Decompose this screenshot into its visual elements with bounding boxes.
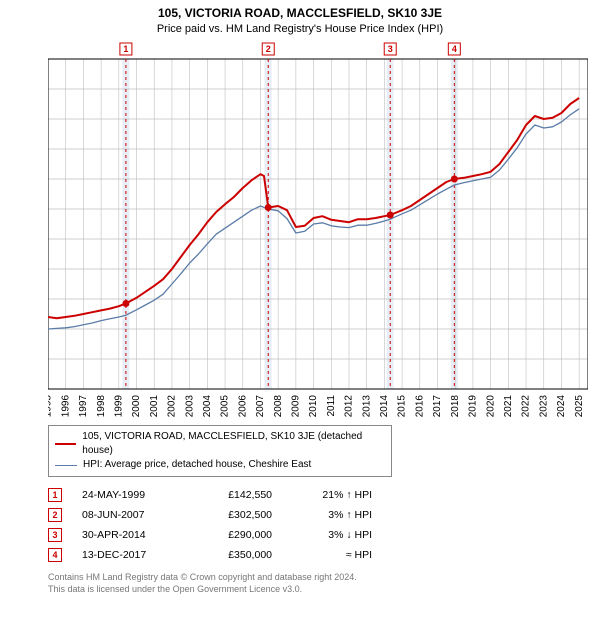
svg-text:1: 1 bbox=[123, 44, 128, 54]
sale-date: 30-APR-2014 bbox=[82, 525, 172, 545]
svg-text:2018: 2018 bbox=[450, 395, 461, 418]
svg-text:2012: 2012 bbox=[344, 395, 355, 418]
footnote: Contains HM Land Registry data © Crown c… bbox=[48, 571, 600, 595]
svg-text:2016: 2016 bbox=[414, 395, 425, 418]
svg-text:2023: 2023 bbox=[538, 395, 549, 418]
legend-label: 105, VICTORIA ROAD, MACCLESFIELD, SK10 3… bbox=[82, 430, 385, 458]
legend-swatch bbox=[55, 443, 76, 445]
footnote-line-2: This data is licensed under the Open Gov… bbox=[48, 583, 600, 595]
sale-date: 24-MAY-1999 bbox=[82, 485, 172, 505]
svg-text:4: 4 bbox=[452, 44, 457, 54]
legend-label: HPI: Average price, detached house, Ches… bbox=[83, 458, 311, 472]
sale-row: 2 08-JUN-2007 £302,500 3% ↑ HPI bbox=[48, 505, 600, 525]
sale-delta: ≈ HPI bbox=[292, 545, 372, 565]
sale-marker: 4 bbox=[48, 548, 62, 562]
svg-text:2002: 2002 bbox=[167, 395, 178, 418]
svg-text:2022: 2022 bbox=[521, 395, 532, 418]
svg-text:2011: 2011 bbox=[326, 395, 337, 417]
svg-text:2000: 2000 bbox=[131, 395, 142, 418]
svg-text:2021: 2021 bbox=[503, 395, 514, 418]
svg-text:2004: 2004 bbox=[202, 395, 213, 418]
svg-text:2006: 2006 bbox=[237, 395, 248, 418]
svg-text:2003: 2003 bbox=[184, 395, 195, 418]
svg-text:2001: 2001 bbox=[149, 395, 160, 418]
sale-row: 4 13-DEC-2017 £350,000 ≈ HPI bbox=[48, 545, 600, 565]
sale-row: 1 24-MAY-1999 £142,550 21% ↑ HPI bbox=[48, 485, 600, 505]
svg-text:2014: 2014 bbox=[379, 395, 390, 418]
sale-price: £350,000 bbox=[192, 545, 272, 565]
svg-text:2007: 2007 bbox=[255, 395, 266, 418]
svg-text:2: 2 bbox=[266, 44, 271, 54]
svg-text:1998: 1998 bbox=[96, 395, 107, 418]
svg-text:2024: 2024 bbox=[556, 395, 567, 418]
legend-row: HPI: Average price, detached house, Ches… bbox=[55, 458, 385, 472]
svg-text:2013: 2013 bbox=[361, 395, 372, 418]
sale-delta: 3% ↑ HPI bbox=[292, 505, 372, 525]
svg-text:2009: 2009 bbox=[291, 395, 302, 418]
svg-text:3: 3 bbox=[388, 44, 393, 54]
sale-price: £290,000 bbox=[192, 525, 272, 545]
svg-text:2005: 2005 bbox=[220, 395, 231, 418]
svg-text:1995: 1995 bbox=[48, 395, 54, 418]
chart-title: 105, VICTORIA ROAD, MACCLESFIELD, SK10 3… bbox=[0, 0, 600, 20]
legend-box: 105, VICTORIA ROAD, MACCLESFIELD, SK10 3… bbox=[48, 425, 392, 477]
sale-date: 08-JUN-2007 bbox=[82, 505, 172, 525]
sale-row: 3 30-APR-2014 £290,000 3% ↓ HPI bbox=[48, 525, 600, 545]
legend-row: 105, VICTORIA ROAD, MACCLESFIELD, SK10 3… bbox=[55, 430, 385, 458]
chart-area: £0£50K£100K£150K£200K£250K£300K£350K£400… bbox=[48, 39, 588, 419]
svg-text:2015: 2015 bbox=[397, 395, 408, 418]
sale-delta: 3% ↓ HPI bbox=[292, 525, 372, 545]
svg-text:2017: 2017 bbox=[432, 395, 443, 418]
sale-delta: 21% ↑ HPI bbox=[292, 485, 372, 505]
sale-price: £302,500 bbox=[192, 505, 272, 525]
sale-date: 13-DEC-2017 bbox=[82, 545, 172, 565]
svg-text:2008: 2008 bbox=[273, 395, 284, 418]
svg-text:2025: 2025 bbox=[574, 395, 585, 418]
sale-marker: 1 bbox=[48, 488, 62, 502]
svg-text:2020: 2020 bbox=[485, 395, 496, 418]
sale-marker: 2 bbox=[48, 508, 62, 522]
sale-marker: 3 bbox=[48, 528, 62, 542]
svg-text:1996: 1996 bbox=[60, 395, 71, 418]
footnote-line-1: Contains HM Land Registry data © Crown c… bbox=[48, 571, 600, 583]
svg-text:1999: 1999 bbox=[113, 395, 124, 418]
svg-text:1997: 1997 bbox=[78, 395, 89, 418]
chart-subtitle: Price paid vs. HM Land Registry's House … bbox=[0, 20, 600, 39]
sales-table: 1 24-MAY-1999 £142,550 21% ↑ HPI 2 08-JUN-200… bbox=[48, 485, 600, 565]
svg-text:2010: 2010 bbox=[308, 395, 319, 418]
svg-text:2019: 2019 bbox=[468, 395, 479, 418]
legend-swatch bbox=[55, 465, 77, 466]
price-chart-svg: £0£50K£100K£150K£200K£250K£300K£350K£400… bbox=[48, 39, 588, 419]
sale-price: £142,550 bbox=[192, 485, 272, 505]
